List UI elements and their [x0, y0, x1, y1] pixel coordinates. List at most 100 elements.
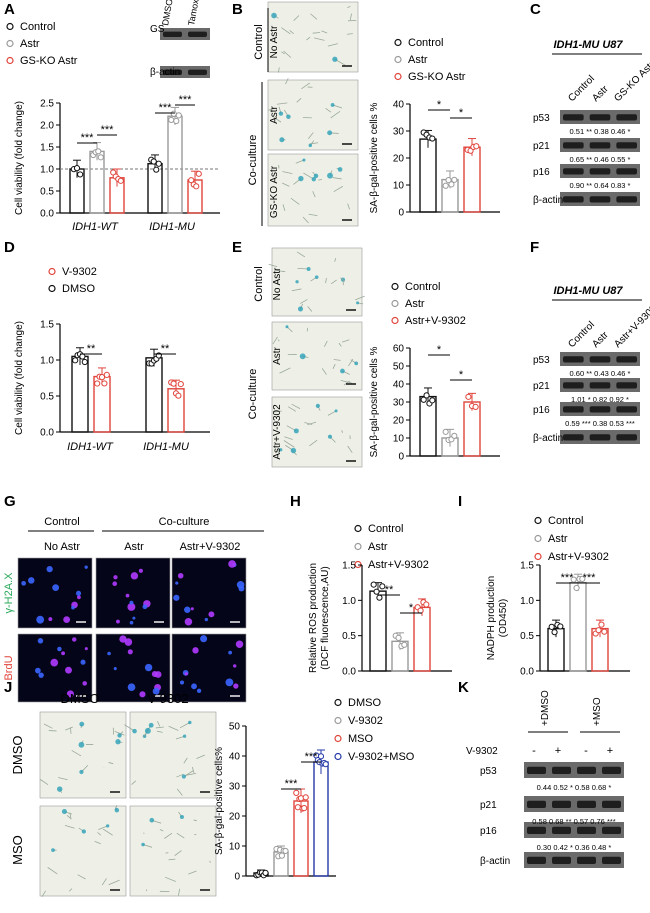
panel-a-bar — [167, 115, 183, 214]
panel-c-blot-2-band — [589, 168, 611, 175]
legend-label: Astr — [368, 541, 388, 553]
panel-a-bar — [89, 150, 105, 214]
panel-a-data-point — [77, 171, 84, 178]
micrograph-j-mso-dmso-cell — [98, 825, 108, 831]
micrograph-b-gs-ko-stain — [337, 167, 343, 172]
legend-marker — [334, 734, 342, 743]
fluorescence-brdu-0-nucleus — [61, 651, 66, 656]
micrograph-b-astr-stain — [279, 137, 285, 143]
micrograph-e-astr-cell — [277, 339, 280, 342]
panel-k-blot-2-band — [602, 826, 621, 834]
micrograph-b-astr-cell — [308, 132, 314, 139]
fluorescence-brdu-1-nucleus — [152, 687, 160, 695]
micrograph-j-mso-dmso-cell — [47, 867, 58, 875]
panel-j-data-point — [317, 753, 325, 760]
fluorescence-gh2ax-2-nucleus — [184, 606, 191, 613]
legend-label: DMSO — [62, 283, 95, 295]
legend-marker — [534, 552, 542, 561]
fluorescence-gh2ax-2-nucleus — [228, 560, 236, 568]
legend-marker — [48, 267, 56, 276]
panel-k-blot-3-band — [552, 856, 571, 864]
panel-k-blot-2-band — [552, 826, 571, 834]
panel-e-tick-label: 50 — [393, 362, 405, 373]
panel-e-data-point — [442, 428, 449, 435]
panel-a-data-point — [155, 160, 162, 167]
panel-h-data-point — [423, 601, 430, 608]
lane-label: Astr — [590, 329, 611, 350]
micrograph-j-mso-dmso-cell — [68, 888, 73, 892]
column-label: V-9302 — [147, 691, 188, 706]
micrograph-label: Astr+V-9302 — [272, 404, 283, 460]
panel-letter-h: H — [290, 493, 301, 510]
micrograph-j-dmso-dmso-cell — [70, 727, 72, 734]
legend-marker — [334, 752, 342, 761]
wb-row-label: β-actin — [150, 67, 180, 78]
panel-j-sig-star: *** — [285, 778, 299, 790]
fluorescence-brdu-2-nucleus — [191, 683, 197, 690]
micrograph-j-mso-dmso-stain — [61, 809, 67, 815]
micrograph-j-mso-v9302-stain — [179, 814, 184, 820]
panel-a-data-point — [168, 116, 175, 124]
micrograph-j-mso-v9302-stain — [149, 817, 155, 823]
panel-d-tick-label: 1.0 — [40, 356, 54, 367]
western-blot-layer — [160, 28, 640, 868]
panel-b-data-point — [448, 181, 455, 188]
micrograph-b-gs-ko-cell — [333, 185, 344, 193]
fluorescence-brdu-2-nucleus — [233, 683, 239, 689]
column-label: DMSO — [61, 691, 100, 706]
micrograph-e-astr-cell — [348, 358, 354, 367]
group-label: IDH1-WT — [67, 441, 114, 453]
panel-i-tick-label: 1.5 — [520, 561, 534, 572]
micrograph-j-mso-dmso-cell — [77, 874, 86, 880]
micrograph-e-no-astr-stain — [314, 275, 319, 279]
panel-e-data-point — [472, 403, 479, 410]
micrograph-b-no-astr-cell — [293, 15, 300, 21]
fluorescence-brdu-0-nucleus — [72, 637, 77, 642]
fluorescence-gh2ax-1-nucleus — [142, 604, 148, 610]
panel-i-ylabel: NADPH production — [486, 576, 497, 660]
row-label: γ-H2A.X — [3, 572, 15, 614]
legend-label: Control — [548, 515, 583, 527]
fluorescence-gh2ax-1-nucleus — [138, 568, 143, 573]
group-label: Control — [44, 516, 79, 528]
micrograph-label: Astr — [269, 105, 280, 123]
micrograph-j-dmso-dmso-cell — [108, 762, 114, 765]
micrograph-j-dmso-dmso-cell — [39, 778, 49, 786]
micrograph-e-astr-v9302 — [271, 396, 363, 468]
blot-row-label: p21 — [533, 381, 550, 392]
micrograph-b-astr-stain — [278, 111, 284, 116]
legend-label: GS-KO Astr — [408, 71, 466, 83]
fluorescence-gh2ax-2 — [171, 557, 247, 629]
legend-marker — [391, 316, 399, 325]
micrograph-b-astr-cell — [276, 102, 288, 105]
micrograph-b-gs-ko-cell — [281, 182, 290, 187]
legend-label: Control — [408, 37, 443, 49]
micrograph-j-mso-dmso-cell — [64, 825, 75, 829]
panel-e-tick-label: 20 — [393, 416, 405, 427]
micrograph-j-mso-dmso-stain — [81, 829, 86, 834]
blot-row-label: β-actin — [533, 195, 563, 206]
treatment-sign: + — [555, 745, 561, 757]
fluorescence-gh2ax-2-nucleus — [204, 617, 209, 622]
panel-d-ylabel: Cell viability (fold change) — [14, 321, 25, 435]
micrograph-j-mso-v9302-cell — [176, 832, 185, 839]
micrograph-e-astr — [271, 321, 363, 391]
column-label: Astr+V-9302 — [180, 541, 241, 553]
panel-b-data-point — [445, 177, 452, 184]
micrograph-j-mso-v9302 — [129, 805, 217, 897]
legend-label: DMSO — [348, 697, 381, 709]
micrograph-e-no-astr-stain — [356, 301, 360, 305]
micrograph-j-mso-dmso-cell — [97, 832, 102, 836]
blot-quant: 0.58 0.68 ** 0.57 0.76 *** — [532, 817, 615, 826]
fluorescence-gh2ax-2-nucleus — [208, 611, 215, 618]
panel-e-data-point — [429, 397, 436, 404]
blot-quant: 0.60 ** 0.43 0.46 * — [570, 369, 631, 378]
micrograph-j-mso-dmso-cell — [41, 890, 46, 898]
micrograph-e-astr-cell — [279, 367, 291, 374]
group-label: +DMSO — [540, 690, 551, 726]
group-label: IDH1-WT — [72, 221, 119, 233]
panel-a-data-point — [97, 154, 104, 161]
micrograph-e-astr-stain — [285, 325, 289, 329]
micrograph-e-astr-cell — [333, 359, 341, 361]
